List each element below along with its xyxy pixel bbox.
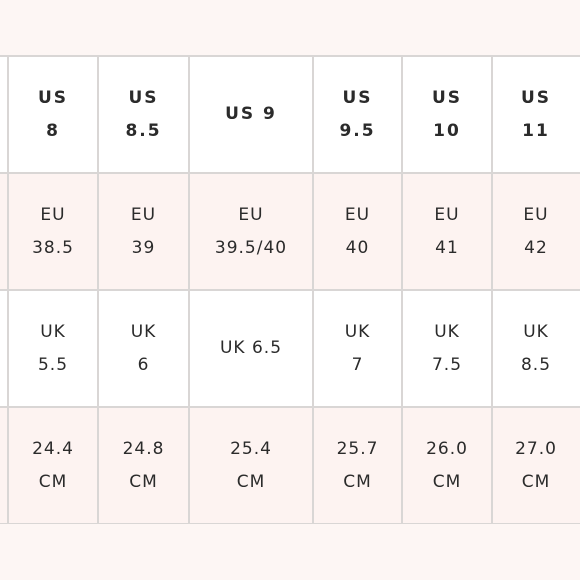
table-cell: 24.8 CM (98, 407, 189, 524)
cell-line-1: UK (40, 321, 66, 342)
row-divider (0, 289, 580, 291)
table-cell: US 10 (402, 56, 492, 173)
cell-line-1: EU (523, 204, 549, 225)
cell-line-1: US (520, 87, 552, 108)
table-cell: EU 40 (313, 173, 402, 290)
cell-line-2: 8.5 (520, 354, 552, 375)
table-cell: UK 6 (98, 290, 189, 407)
cell-line-1: US (342, 87, 373, 108)
table-cell-partial (0, 56, 8, 173)
cell-line-1: UK (344, 321, 371, 342)
cell-line-2: 40 (345, 237, 370, 258)
cell-line-2: 6 (137, 354, 150, 375)
cell-line-2: CM (129, 471, 158, 492)
cell-line-1: US (431, 87, 463, 108)
table-cell: 25.4 CM (189, 407, 313, 524)
table-cell: EU 38.5 (8, 173, 98, 290)
cell-line-1: EU (434, 204, 460, 225)
cell-line-2: 5.5 (37, 354, 69, 375)
cell-line-1: UK (130, 321, 157, 342)
row-divider (0, 406, 580, 408)
cell-line-2: CM (343, 471, 372, 492)
column-divider (401, 56, 403, 524)
table-cell: 27.0 CM (492, 407, 580, 524)
table-row-us: US 8 US 8.5 US 9 US 9.5 US 10 US 11 (0, 56, 580, 173)
table-cell: UK 8.5 (492, 290, 580, 407)
table-cell-partial (0, 407, 8, 524)
cell-line-2: 7.5 (431, 354, 463, 375)
cell-line-1: 24.8 (122, 438, 165, 459)
table-row-uk: UK 5.5 UK 6 UK 6.5 UK 7 UK 7.5 UK 8.5 (0, 290, 580, 407)
table-cell: EU 39.5/40 (189, 173, 313, 290)
cell-line-2: CM (432, 471, 462, 492)
cell-line-1: EU (344, 204, 371, 225)
cell-line-2: 8 (46, 120, 60, 141)
cell-line-1: US 9 (225, 104, 277, 124)
cell-line-2: CM (521, 471, 551, 492)
cell-line-1: 25.4 (230, 438, 272, 459)
table-cell: UK 5.5 (8, 290, 98, 407)
column-divider (188, 56, 190, 524)
table-cell: US 8 (8, 56, 98, 173)
cell-line-1: 27.0 (515, 438, 557, 459)
table-cell: US 9 (189, 56, 313, 173)
row-divider (0, 172, 580, 174)
table-cell: EU 42 (492, 173, 580, 290)
cell-line-2: CM (236, 471, 266, 492)
bottom-margin (0, 524, 580, 580)
cell-line-2: CM (38, 471, 68, 492)
cell-line-2: 39.5/40 (214, 237, 288, 258)
table-row-eu: EU 38.5 EU 39 EU 39.5/40 EU 40 EU 41 EU … (0, 173, 580, 290)
column-divider (312, 56, 314, 524)
cell-line-1: EU (40, 204, 66, 225)
column-divider (491, 56, 493, 524)
cell-line-1: US (37, 87, 69, 108)
table-cell: US 11 (492, 56, 580, 173)
cell-line-1: US (128, 87, 159, 108)
cell-line-1: 25.7 (336, 438, 379, 459)
cell-line-1: UK (434, 321, 460, 342)
table-cell: US 9.5 (313, 56, 402, 173)
cell-line-2: 11 (522, 120, 550, 141)
cell-line-1: 24.4 (32, 438, 74, 459)
cell-line-2: 41 (435, 237, 459, 258)
table-cell: 26.0 CM (402, 407, 492, 524)
table-cell: EU 41 (402, 173, 492, 290)
cell-line-1: UK 6.5 (219, 338, 283, 358)
table-cell: US 8.5 (98, 56, 189, 173)
table-cell: 24.4 CM (8, 407, 98, 524)
cell-line-1: EU (130, 204, 157, 225)
table-cell-partial (0, 173, 8, 290)
cell-line-2: 7 (351, 354, 364, 375)
table-row-cm: 24.4 CM 24.8 CM 25.4 CM 25.7 CM 26.0 CM … (0, 407, 580, 524)
table-cell: 25.7 CM (313, 407, 402, 524)
table-cell: UK 7 (313, 290, 402, 407)
table-border-top (0, 55, 580, 57)
cell-line-1: UK (523, 321, 549, 342)
table-cell: UK 6.5 (189, 290, 313, 407)
table-cell: EU 39 (98, 173, 189, 290)
cell-line-2: 42 (524, 237, 548, 258)
column-divider (97, 56, 99, 524)
cell-line-1: 26.0 (426, 438, 468, 459)
cell-line-2: 39 (131, 237, 156, 258)
cell-line-1: EU (238, 204, 264, 225)
top-margin (0, 0, 580, 56)
cell-line-2: 9.5 (339, 120, 376, 141)
table-cell-partial (0, 290, 8, 407)
cell-line-2: 10 (433, 120, 461, 141)
cell-line-2: 8.5 (125, 120, 162, 141)
table-cell: UK 7.5 (402, 290, 492, 407)
column-divider (7, 56, 9, 524)
cell-line-2: 38.5 (32, 237, 74, 258)
size-chart-table: US 8 US 8.5 US 9 US 9.5 US 10 US 11 EU 3… (0, 56, 580, 524)
